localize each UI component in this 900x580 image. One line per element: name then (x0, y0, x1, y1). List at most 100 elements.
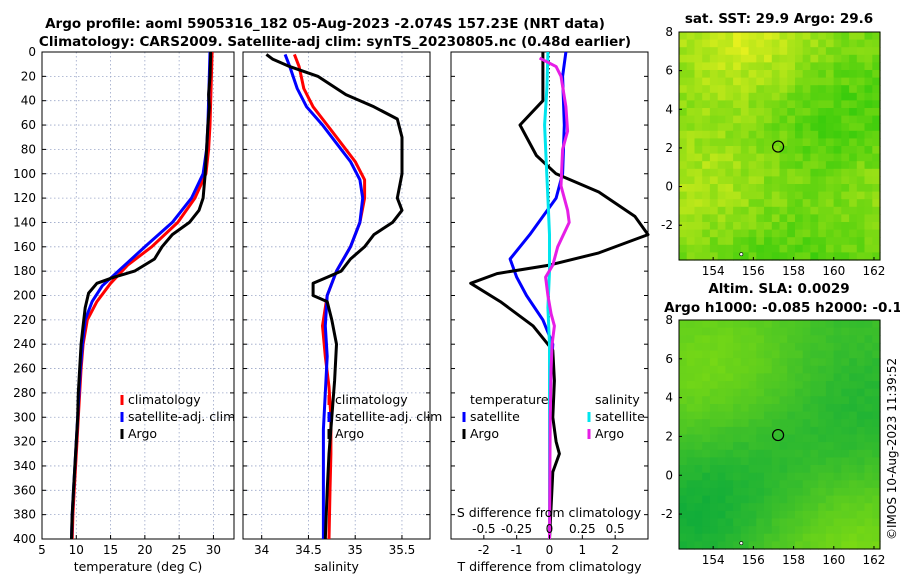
map-y-tick-label: 2 (665, 141, 673, 155)
map-cell (740, 70, 750, 79)
map-cell (833, 434, 842, 443)
map-cell (872, 419, 881, 428)
map-cell (764, 320, 773, 329)
map-cell (856, 449, 866, 458)
map-cell (872, 388, 881, 397)
map-cell (833, 47, 842, 56)
map-cell (787, 184, 796, 193)
map-cell (748, 237, 757, 246)
map-cell (818, 206, 827, 215)
map-cell (856, 244, 866, 253)
map-cell (709, 350, 719, 359)
map-cell (872, 130, 881, 139)
map-cell (771, 358, 781, 367)
map-cell (825, 199, 835, 208)
map-cell (864, 350, 873, 359)
map-cell (841, 426, 850, 436)
map-cell (849, 411, 858, 420)
map-cell (740, 388, 750, 397)
map-cell (849, 526, 858, 535)
map-cell (717, 327, 726, 336)
map-cell (841, 39, 850, 48)
map-cell (802, 487, 811, 497)
map-cell (717, 176, 726, 185)
map-cell (818, 214, 827, 223)
map-cell (849, 472, 858, 481)
map-cell (795, 70, 804, 79)
map-cell (833, 123, 842, 132)
argo-location-marker (771, 428, 785, 442)
map-cell (771, 70, 781, 79)
map-cell (771, 252, 781, 261)
map-cell (849, 161, 858, 170)
map-cell (825, 419, 835, 428)
map-cell (717, 168, 726, 177)
map-cell (771, 168, 781, 177)
map-cell (856, 199, 866, 208)
map-cell (802, 153, 811, 162)
map-cell (864, 526, 873, 535)
map-cell (702, 449, 711, 458)
map-cell (733, 358, 742, 367)
map-cell (818, 381, 827, 390)
map-cell (702, 404, 711, 413)
map-cell (771, 335, 781, 344)
map-cell (764, 108, 773, 117)
map-cell (771, 85, 781, 94)
map-cell (725, 237, 734, 246)
map-cell (841, 229, 850, 238)
map-cell (740, 449, 750, 458)
map-cell (686, 214, 695, 223)
argo-location-marker (771, 140, 785, 153)
map-cell (740, 47, 750, 56)
map-cell (709, 244, 719, 253)
map-cell (864, 457, 873, 466)
map-cell (740, 396, 750, 405)
map-cell (756, 442, 765, 451)
map-cell (787, 222, 796, 231)
map-cell (764, 487, 773, 497)
map-cell (833, 373, 842, 382)
map-cell (756, 123, 765, 132)
map-cell (733, 237, 742, 246)
map-cell (702, 388, 711, 397)
map-cell (795, 342, 804, 352)
map-cell (702, 229, 711, 238)
map-cell (771, 153, 781, 162)
map-cell (872, 350, 881, 359)
map-cell (856, 176, 866, 185)
map-cell (717, 373, 726, 382)
map-cell (864, 39, 873, 48)
map-cell (725, 518, 734, 527)
map-cell (679, 252, 688, 261)
map-cell (810, 487, 819, 497)
map-cell (709, 381, 719, 390)
map-cell (733, 404, 742, 413)
map-cell (709, 449, 719, 458)
map-cell (795, 100, 804, 109)
map-cell (833, 229, 842, 238)
map-cell (694, 199, 703, 208)
map-cell (787, 388, 796, 397)
map-cell (740, 206, 750, 215)
map-cell (849, 252, 858, 261)
map-cell (702, 350, 711, 359)
map-cell (810, 244, 819, 253)
map-cell (802, 54, 811, 63)
map-cell (764, 457, 773, 466)
map-cell (856, 100, 866, 109)
map-cell (818, 503, 827, 512)
map-cell (841, 176, 850, 185)
map-cell (756, 108, 765, 117)
map-cell (856, 320, 866, 329)
map-cell (864, 365, 873, 374)
map-cell (849, 533, 858, 542)
map-cell (694, 85, 703, 94)
map-cell (825, 533, 835, 542)
map-cell (872, 206, 881, 215)
map-cell (740, 320, 750, 329)
map-cell (779, 222, 788, 231)
map-cell (702, 518, 711, 527)
map-cell (686, 320, 695, 329)
